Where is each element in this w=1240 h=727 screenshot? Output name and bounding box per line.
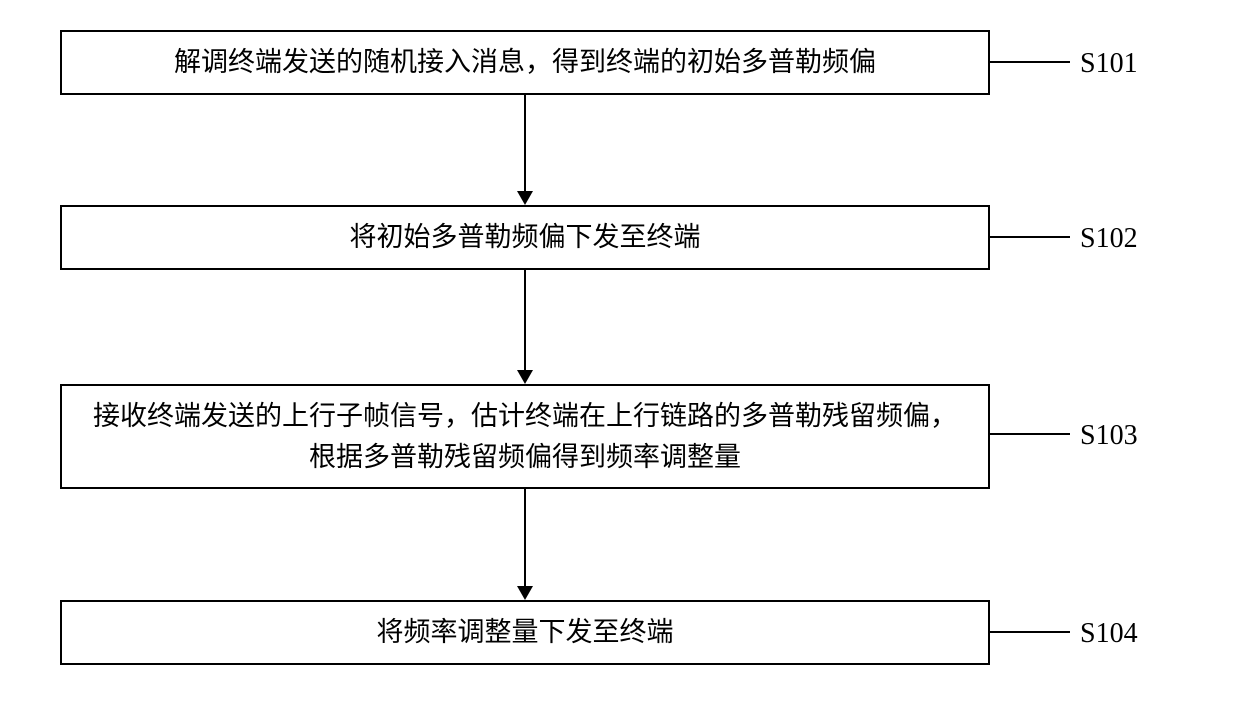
step-box-s103: 接收终端发送的上行子帧信号，估计终端在上行链路的多普勒残留频偏，根据多普勒残留频… (60, 384, 990, 489)
step-text-s101: 解调终端发送的随机接入消息，得到终端的初始多普勒频偏 (174, 42, 876, 83)
label-connector-s103 (990, 433, 1070, 435)
arrow-line-1 (524, 95, 526, 191)
step-label-s103: S103 (1080, 420, 1138, 452)
step-text-s104: 将频率调整量下发至终端 (377, 612, 674, 653)
step-box-s102: 将初始多普勒频偏下发至终端 (60, 205, 990, 270)
step-text-s103: 接收终端发送的上行子帧信号，估计终端在上行链路的多普勒残留频偏，根据多普勒残留频… (92, 396, 958, 477)
arrow-head-2 (517, 370, 533, 384)
label-connector-s102 (990, 236, 1070, 238)
arrow-head-3 (517, 586, 533, 600)
arrow-line-3 (524, 489, 526, 586)
step-box-s104: 将频率调整量下发至终端 (60, 600, 990, 665)
step-text-s102: 将初始多普勒频偏下发至终端 (350, 217, 701, 258)
step-label-s104: S104 (1080, 618, 1138, 650)
step-box-s101: 解调终端发送的随机接入消息，得到终端的初始多普勒频偏 (60, 30, 990, 95)
step-label-s102: S102 (1080, 223, 1138, 255)
step-label-s101: S101 (1080, 48, 1138, 80)
arrow-line-2 (524, 270, 526, 370)
label-connector-s104 (990, 631, 1070, 633)
label-connector-s101 (990, 61, 1070, 63)
arrow-head-1 (517, 191, 533, 205)
